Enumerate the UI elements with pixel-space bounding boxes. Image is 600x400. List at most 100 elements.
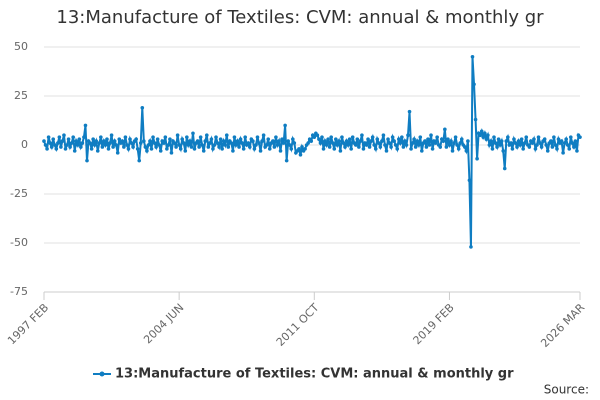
point bbox=[501, 149, 506, 153]
point bbox=[387, 141, 392, 145]
point bbox=[234, 143, 238, 147]
point bbox=[247, 145, 252, 149]
y-tick-label: -50 bbox=[10, 236, 28, 249]
point bbox=[161, 141, 166, 145]
point bbox=[284, 158, 289, 163]
point bbox=[518, 143, 522, 147]
point bbox=[343, 145, 347, 149]
point bbox=[229, 141, 234, 145]
point bbox=[142, 139, 146, 143]
point bbox=[231, 149, 235, 153]
point bbox=[482, 131, 487, 136]
point bbox=[420, 149, 424, 153]
x-tick-label: 2004 JUN bbox=[141, 301, 186, 346]
point bbox=[292, 141, 297, 145]
point bbox=[490, 147, 495, 151]
point bbox=[52, 143, 57, 147]
point bbox=[401, 145, 406, 149]
point bbox=[446, 137, 450, 141]
point bbox=[337, 139, 341, 143]
point bbox=[151, 135, 155, 139]
point bbox=[289, 147, 294, 151]
point bbox=[329, 135, 333, 139]
point bbox=[303, 147, 307, 151]
point bbox=[201, 149, 206, 153]
point bbox=[353, 143, 358, 147]
point bbox=[148, 139, 152, 143]
point bbox=[567, 147, 572, 151]
point bbox=[94, 139, 99, 143]
point bbox=[373, 147, 378, 151]
point bbox=[572, 145, 576, 149]
point bbox=[274, 135, 278, 139]
x-tick-label: 2026 MAR bbox=[538, 301, 587, 350]
point bbox=[549, 139, 553, 143]
point bbox=[433, 141, 438, 145]
point bbox=[166, 143, 171, 147]
point bbox=[375, 137, 380, 141]
point bbox=[122, 145, 126, 149]
point bbox=[206, 145, 211, 149]
point bbox=[217, 145, 221, 149]
point bbox=[165, 147, 169, 151]
point bbox=[111, 145, 115, 149]
point bbox=[140, 105, 145, 110]
point bbox=[241, 147, 246, 151]
point bbox=[306, 141, 310, 145]
point bbox=[381, 133, 386, 137]
point bbox=[361, 147, 366, 151]
point bbox=[570, 141, 575, 145]
point bbox=[82, 135, 86, 139]
point bbox=[435, 135, 439, 139]
point bbox=[522, 141, 527, 145]
point bbox=[553, 143, 558, 147]
point bbox=[464, 149, 469, 153]
point bbox=[123, 135, 128, 139]
point bbox=[429, 133, 433, 137]
point bbox=[418, 135, 423, 139]
point bbox=[535, 143, 539, 147]
point bbox=[312, 135, 317, 139]
point bbox=[280, 137, 284, 141]
point bbox=[550, 145, 555, 149]
point bbox=[544, 143, 549, 147]
point bbox=[158, 149, 163, 153]
x-tick-label: 2011 OCT bbox=[274, 301, 322, 349]
point bbox=[536, 135, 541, 139]
point bbox=[386, 137, 390, 141]
x-tick-label: 2019 FEB bbox=[411, 301, 457, 347]
point bbox=[68, 145, 72, 149]
point bbox=[350, 135, 355, 139]
point bbox=[178, 147, 183, 151]
point bbox=[177, 143, 181, 147]
point bbox=[100, 145, 105, 149]
point bbox=[309, 139, 314, 143]
point bbox=[395, 147, 400, 151]
point bbox=[370, 135, 375, 139]
point bbox=[71, 135, 75, 139]
point bbox=[392, 139, 396, 143]
point bbox=[324, 143, 329, 147]
point bbox=[224, 133, 229, 137]
point bbox=[449, 139, 453, 143]
point bbox=[128, 137, 132, 141]
point bbox=[426, 137, 430, 141]
point bbox=[403, 139, 407, 143]
point bbox=[487, 143, 492, 147]
point bbox=[43, 143, 48, 147]
point bbox=[320, 135, 324, 139]
point bbox=[185, 135, 189, 139]
point bbox=[545, 149, 550, 153]
point bbox=[317, 137, 321, 141]
point bbox=[297, 147, 301, 151]
point bbox=[143, 145, 148, 149]
point bbox=[126, 147, 131, 151]
point bbox=[484, 137, 489, 141]
point bbox=[360, 133, 364, 137]
point bbox=[470, 55, 475, 59]
point bbox=[489, 139, 493, 143]
point bbox=[493, 141, 498, 145]
point bbox=[115, 151, 120, 155]
point bbox=[83, 123, 88, 128]
